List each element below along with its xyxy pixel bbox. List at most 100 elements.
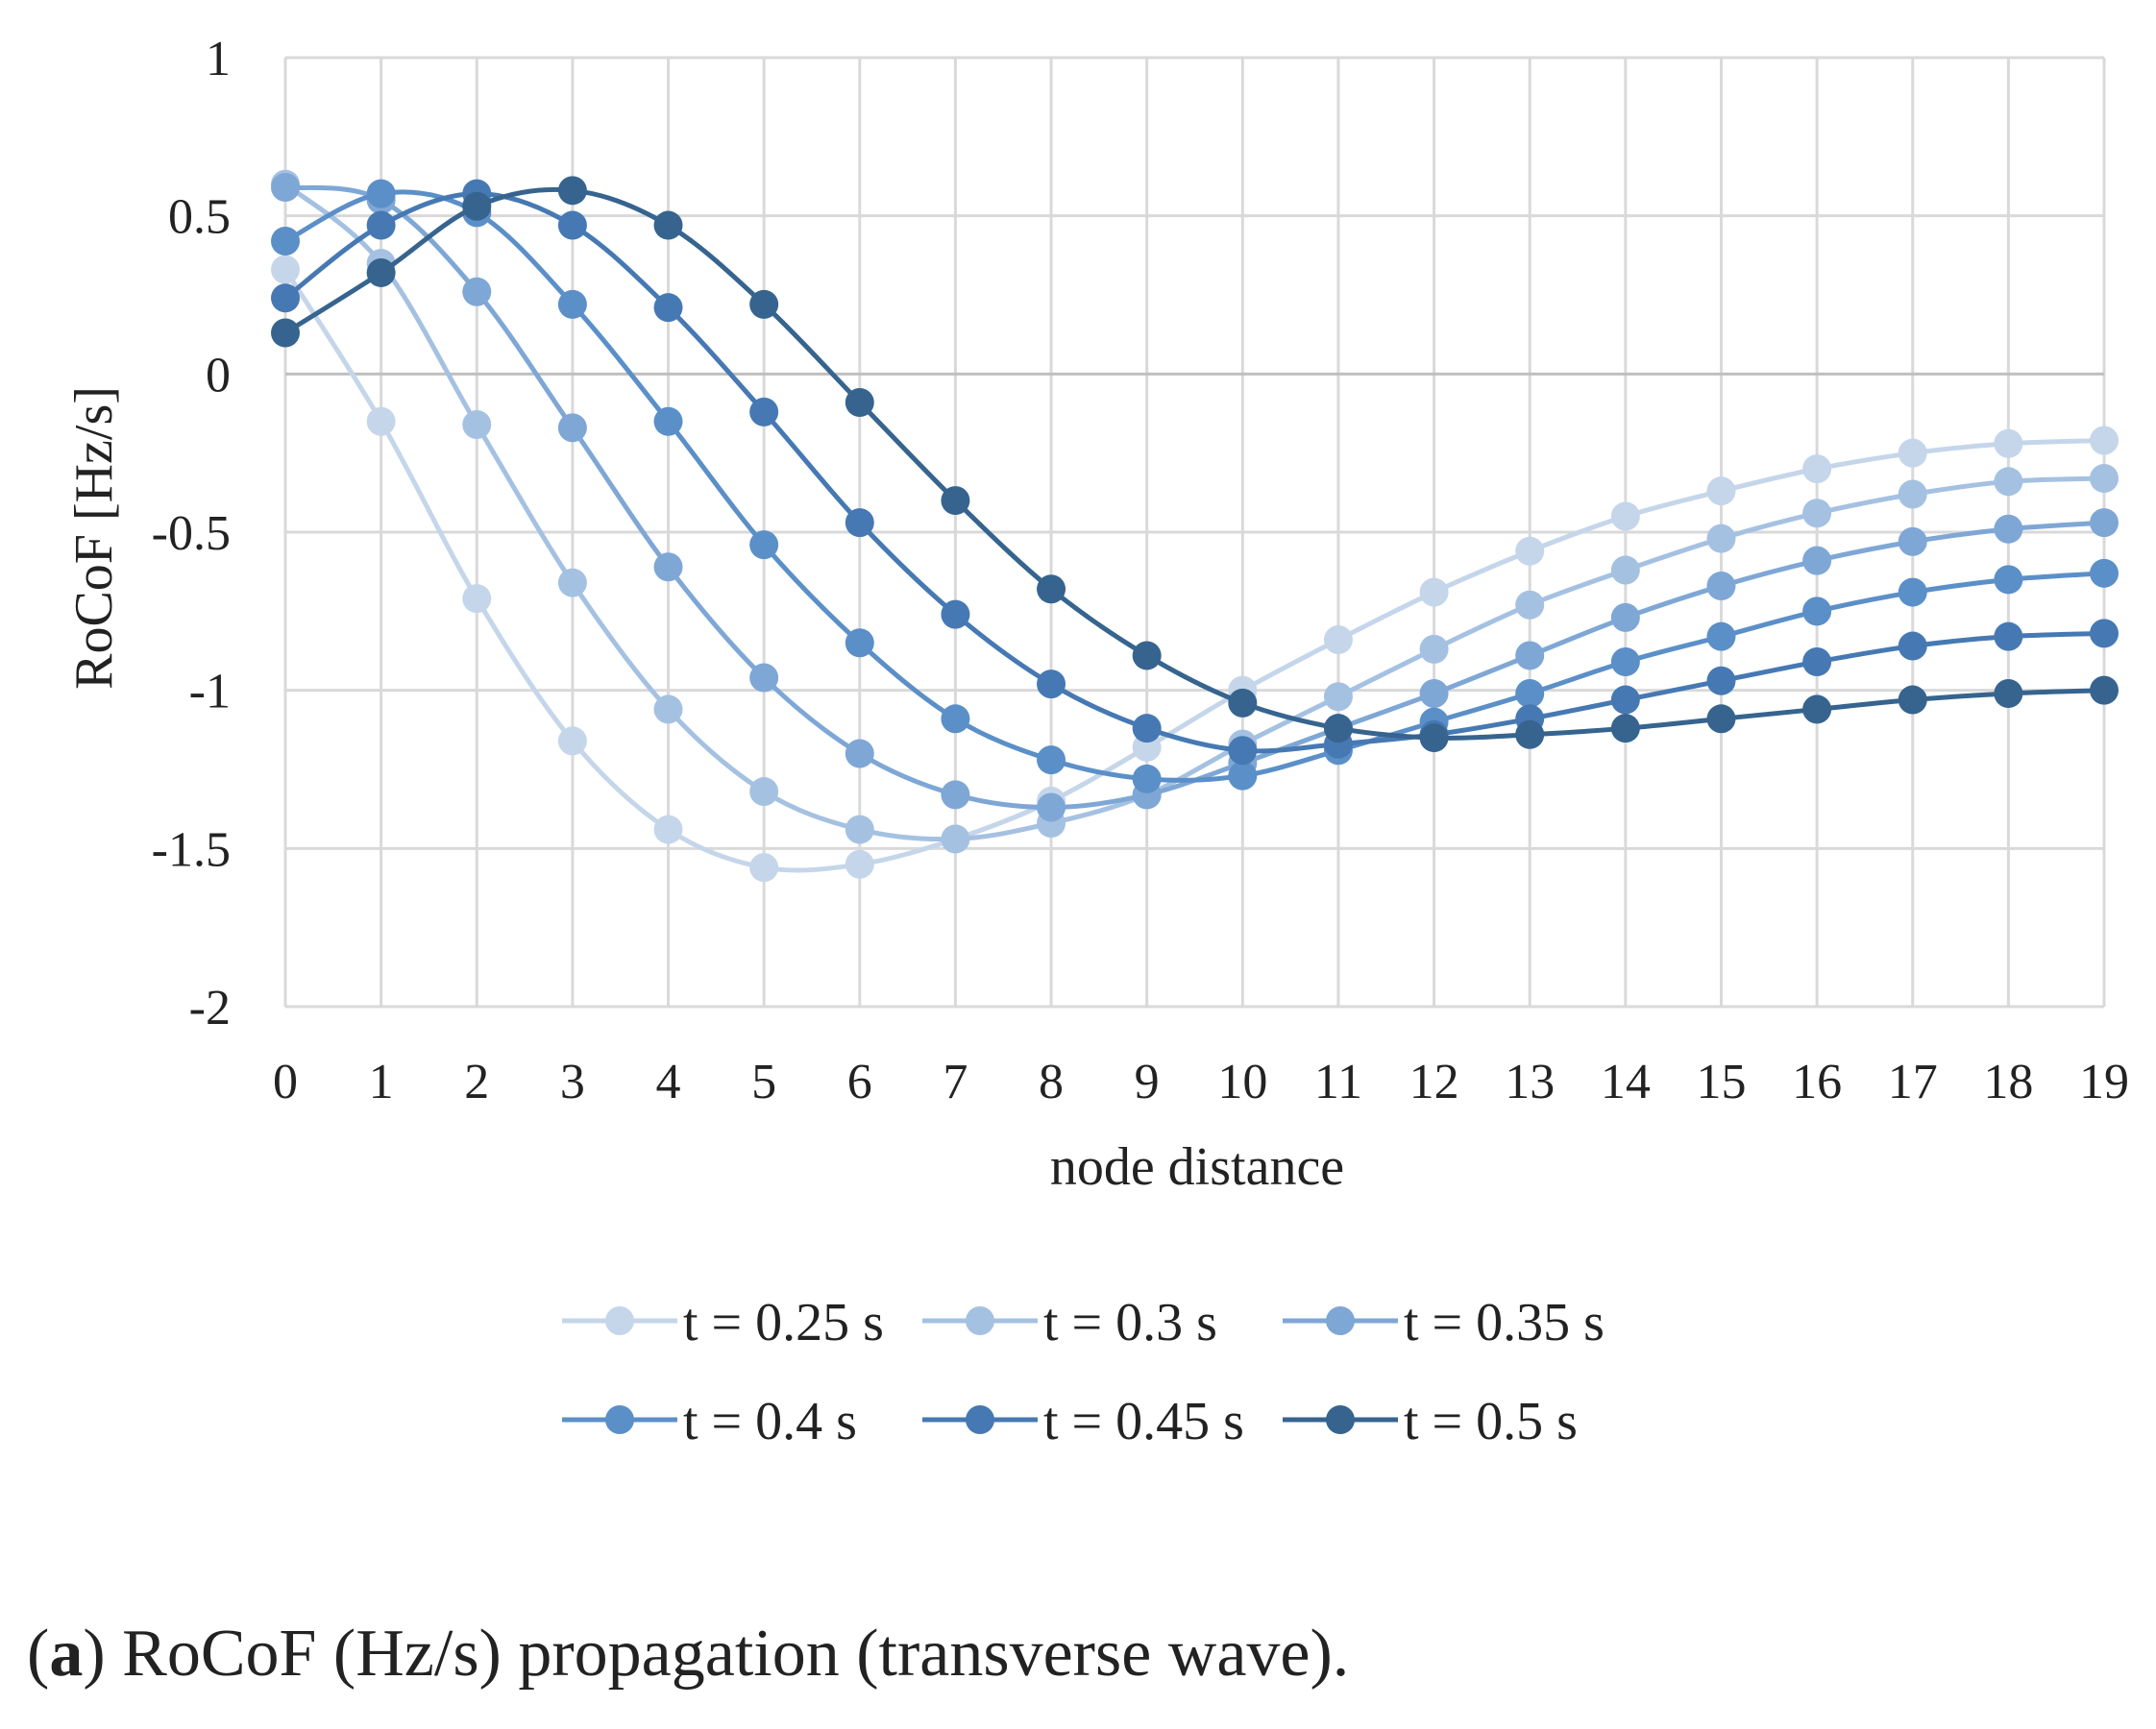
data-point [1706,666,1736,695]
legend: t = 0.25 s t = 0.3 s t = 0.35 s t = 0.4 s t … [562,1293,1605,1451]
data-point [557,176,587,206]
data-point [271,255,300,284]
legend-marker [1326,1405,1355,1434]
x-tick-label: 5 [751,1055,776,1109]
caption-text: RoCoF (Hz/s) propagation (transverse wav… [122,1617,1350,1691]
data-point [1610,602,1640,632]
data-point [1610,555,1640,585]
data-point [271,283,300,313]
legend-marker [605,1405,634,1434]
y-axis-ticks: 1 0.5 0 -0.5 -1 -1.5 -2 [152,32,231,1035]
y-tick-label: 0.5 [168,190,231,245]
x-tick-label: 16 [1792,1055,1842,1109]
data-point [1706,571,1736,600]
data-point [462,191,492,221]
data-point [557,413,587,443]
data-point [1419,678,1449,708]
data-point [1323,714,1353,743]
data-point [653,552,683,582]
data-point [1323,682,1353,712]
data-point [2090,508,2119,538]
data-point [1898,438,1927,468]
data-point [1802,499,1832,528]
data-point [462,584,492,614]
y-tick-label: -1.5 [152,822,231,877]
data-point [271,318,300,348]
data-point [941,780,970,810]
legend-item: t = 0.5 s [1283,1392,1578,1451]
data-point [1802,454,1832,484]
y-tick-label: 1 [206,32,231,86]
series-5 [271,179,2119,766]
data-point [1610,647,1640,677]
data-point [1610,685,1640,715]
data-point [1037,792,1066,822]
data-point [557,289,587,319]
data-point [462,277,492,306]
data-point [1994,428,2023,458]
data-point [1706,704,1736,734]
x-tick-label: 0 [273,1055,298,1109]
data-point [1228,761,1258,791]
series-line [284,184,2105,811]
series-6 [271,176,2119,753]
data-point [749,663,779,693]
data-point [1610,501,1640,531]
legend-item: t = 0.25 s [562,1293,884,1352]
data-point [1515,719,1545,749]
legend-label: t = 0.4 s [683,1392,857,1451]
legend-marker [966,1405,994,1434]
legend-item: t = 0.3 s [922,1293,1217,1352]
x-tick-label: 4 [656,1055,681,1109]
legend-label: t = 0.5 s [1404,1392,1578,1451]
y-tick-label: -2 [189,981,231,1035]
data-point [1515,641,1545,670]
grid [283,56,2106,1009]
data-point [1037,574,1066,604]
data-point [366,179,396,208]
data-point [1994,565,2023,595]
data-point [749,530,779,560]
data-point [1994,514,2023,544]
data-point [1419,634,1449,664]
data-point [653,210,683,240]
data-point [1228,688,1258,718]
data-point [941,704,970,734]
data-point [749,777,779,807]
data-point [1802,597,1832,626]
legend-label: t = 0.3 s [1043,1293,1217,1352]
data-point [653,406,683,436]
data-point [1037,670,1066,699]
data-point [1132,764,1162,793]
data-point [749,289,779,319]
data-point [271,227,300,256]
series-2 [271,169,2119,854]
data-point [845,849,874,879]
data-point [845,628,874,658]
data-point [653,815,683,844]
series-3 [271,173,2119,822]
series-layer [271,169,2119,883]
figure-caption: (a) RoCoF (Hz/s) propagation (transverse… [27,1617,1350,1691]
x-axis-ticks: 0 1 2 3 4 5 6 7 8 9 10 11 12 13 14 15 16 17 18 19 [273,1055,2129,1109]
y-tick-label: -0.5 [152,506,231,561]
data-point [1515,536,1545,566]
data-point [1706,476,1736,506]
x-tick-label: 2 [464,1055,489,1109]
y-tick-label: 0 [206,348,231,402]
legend-marker [1326,1306,1355,1335]
data-point [557,568,587,597]
x-tick-label: 15 [1696,1055,1746,1109]
y-tick-label: -1 [189,665,231,719]
series-1 [271,255,2119,883]
x-tick-label: 7 [943,1055,968,1109]
data-point [1898,479,1927,509]
data-point [941,486,970,516]
x-tick-label: 11 [1314,1055,1362,1109]
data-point [2090,464,2119,494]
x-tick-label: 6 [847,1055,872,1109]
caption-label: a [49,1617,84,1691]
data-point [1706,621,1736,651]
x-tick-label: 3 [560,1055,585,1109]
x-tick-label: 8 [1039,1055,1064,1109]
